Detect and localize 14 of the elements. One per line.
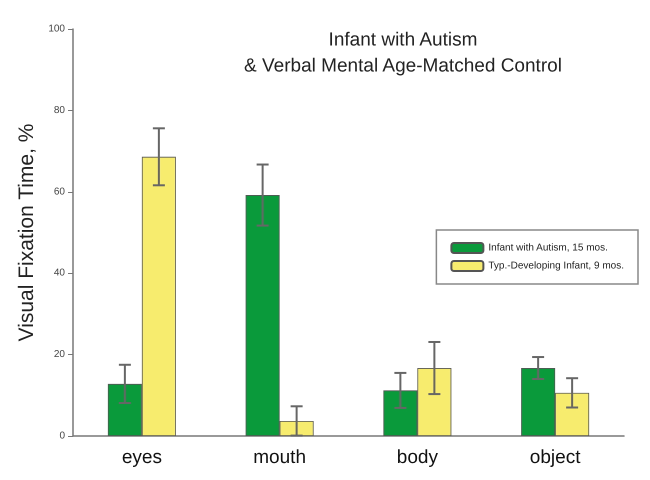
y-tick-label: 0 [59,430,66,442]
x-tick-label: mouth [253,447,306,468]
text: Infant with Autism & Verbal Mental Age-Matched Control [244,30,562,76]
y-tick-label: 20 [54,349,66,360]
x-tick-label: object [530,447,582,468]
legend-label: Infant with Autism, 15 mos. [488,242,608,254]
y-tick-label: 100 [48,24,66,34]
y-tick-label: 40 [54,268,66,279]
legend-label: Typ.-Developing Infant, 9 mos. [488,260,624,272]
x-tick-label: body [396,447,438,468]
y-axis-title: Visual Fixation Time, % [15,124,38,342]
y-tick-label: 60 [54,186,66,198]
y-tick-label: 80 [54,104,66,116]
x-tick-label: eyes [122,447,162,468]
